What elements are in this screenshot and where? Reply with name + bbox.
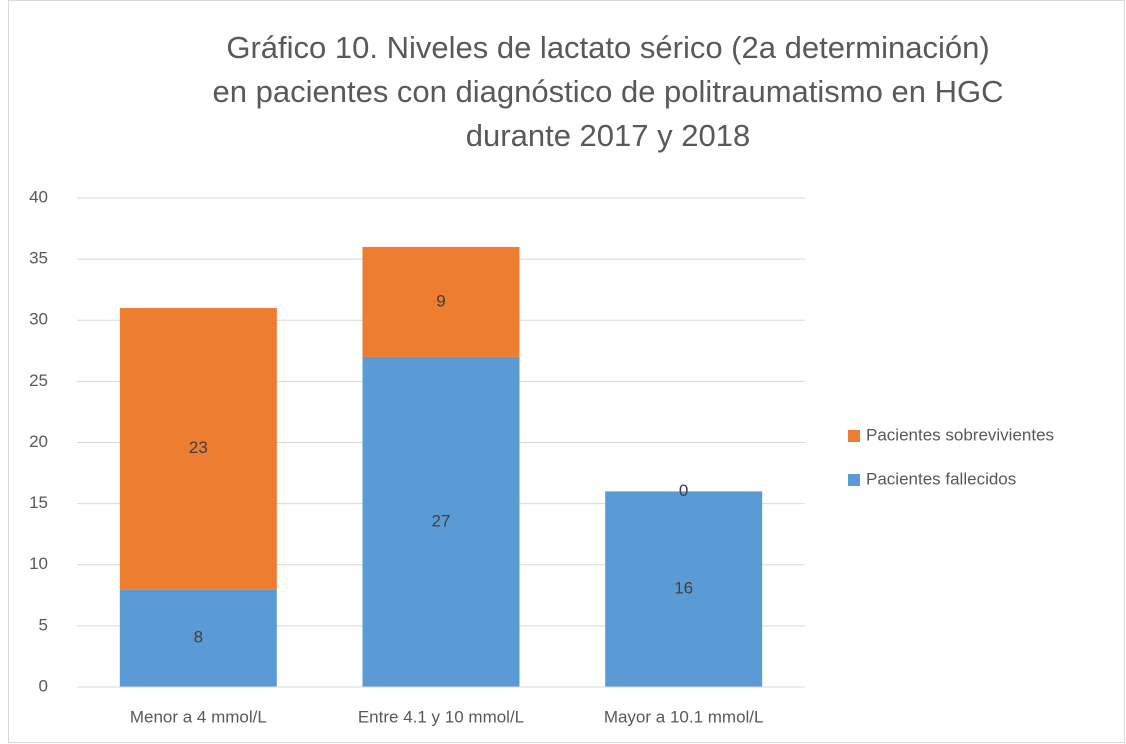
bar-segment — [605, 491, 763, 687]
data-label: 16 — [674, 579, 693, 598]
legend-label: Pacientes sobrevivientes — [866, 425, 1054, 444]
y-tick-label: 15 — [29, 493, 48, 512]
y-tick-label: 35 — [29, 249, 48, 268]
chart-title: Gráfico 10. Niveles de lactato sérico (2… — [226, 30, 989, 65]
y-tick-label: 5 — [39, 615, 48, 634]
data-label: 9 — [436, 291, 445, 310]
y-tick-label: 10 — [29, 554, 48, 573]
legend-swatch — [848, 474, 860, 486]
y-tick-label: 30 — [29, 310, 48, 329]
x-tick-label: Menor a 4 mmol/L — [130, 707, 267, 726]
y-tick-label: 40 — [29, 187, 48, 206]
x-tick-label: Entre 4.1 y 10 mmol/L — [358, 707, 524, 726]
data-label: 27 — [432, 511, 451, 530]
y-tick-label: 25 — [29, 371, 48, 390]
data-label: 23 — [189, 438, 208, 457]
data-label: 8 — [194, 628, 203, 647]
chart-title: en pacientes con diagnóstico de politrau… — [213, 74, 1004, 109]
chart-title: durante 2017 y 2018 — [466, 118, 750, 153]
data-label: 0 — [679, 481, 688, 500]
legend-swatch — [848, 430, 860, 442]
x-tick-label: Mayor a 10.1 mmol/L — [604, 707, 764, 726]
bar-segment — [362, 356, 520, 687]
bar-segment — [362, 246, 520, 357]
legend-label: Pacientes fallecidos — [866, 469, 1016, 488]
y-tick-label: 20 — [29, 432, 48, 451]
bar-segment — [119, 589, 277, 687]
bar-segment — [119, 308, 277, 590]
y-tick-label: 0 — [39, 676, 48, 695]
